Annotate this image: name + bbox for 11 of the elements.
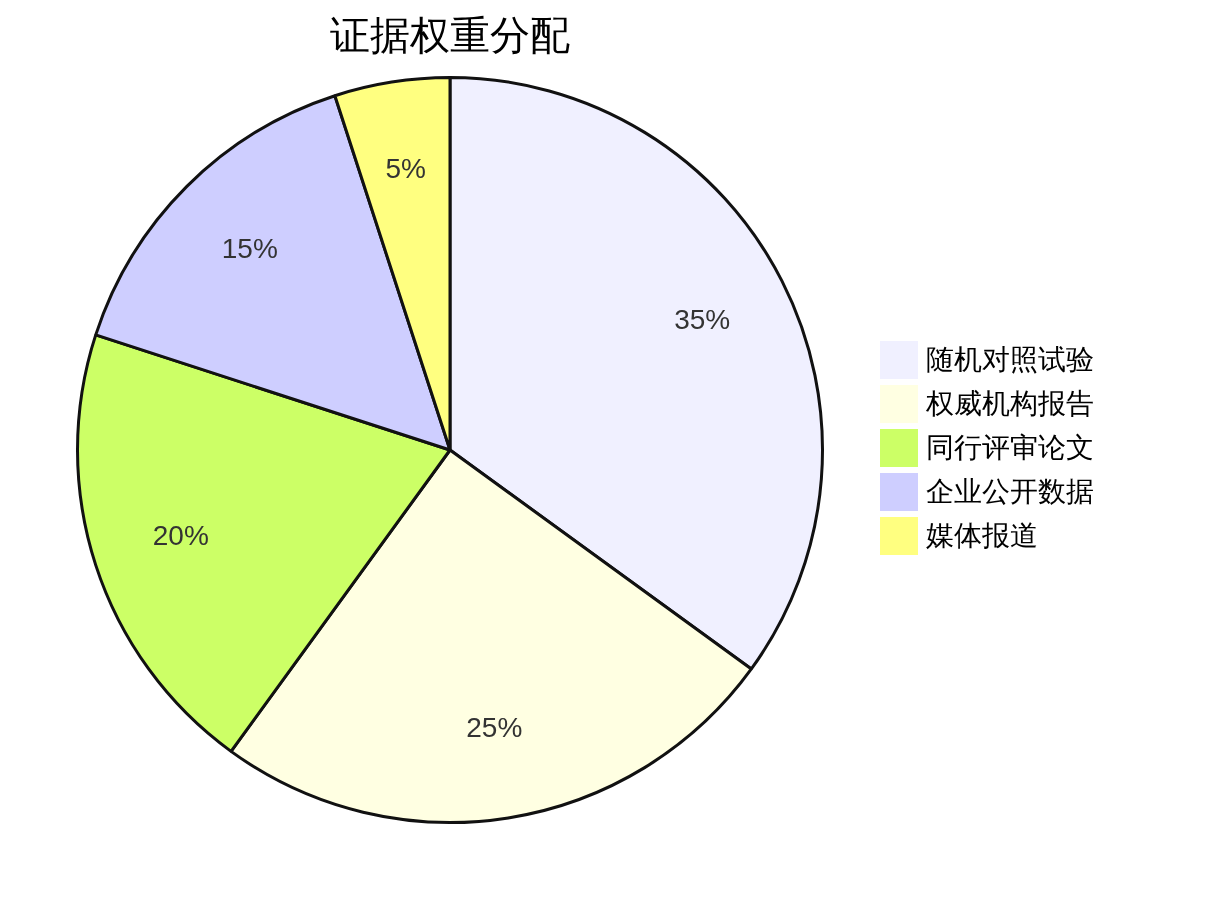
legend-label: 同行评审论文 xyxy=(926,430,1094,466)
legend-label: 媒体报道 xyxy=(926,518,1038,554)
data-label: 25% xyxy=(466,712,523,744)
data-label: 15% xyxy=(221,232,278,264)
data-label: 20% xyxy=(152,520,209,552)
data-label: 35% xyxy=(674,304,731,336)
slice-label: 随机对照试验 xyxy=(926,342,1094,378)
data-label: 5% xyxy=(385,153,426,185)
chart-title: 证据权重分配 xyxy=(329,11,571,60)
legend-label: 企业公开数据 xyxy=(926,474,1094,510)
legend-label: 权威机构报告 xyxy=(926,386,1094,422)
